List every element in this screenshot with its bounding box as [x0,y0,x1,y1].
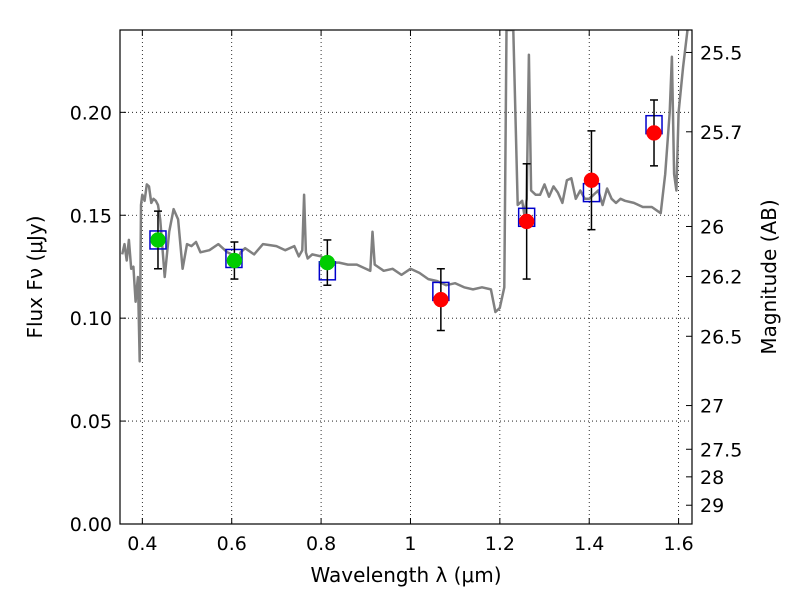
x-tick-label: 1.4 [574,533,604,555]
y-tick-label: 0.15 [70,205,112,227]
observed-point [518,213,535,230]
magnitude-tick-label: 25.5 [700,42,742,64]
observed-point [583,172,600,189]
magnitude-tick-label: 29 [700,495,724,517]
observed-point [150,232,166,248]
ticks-layer: 0.4 0.6 0.8 1 1.2 1.4 1.6 0.00 0.05 0.10 0.15 0.20 2… [70,30,742,555]
y-axis-right-label: Magnitude (AB) [757,199,781,354]
x-tick-label: 1.2 [485,533,515,555]
x-tick-label: 1 [404,533,416,555]
observed-point [433,291,449,308]
spectrum-layer [120,30,689,363]
observed-point [646,125,662,141]
x-tick-label: 0.4 [127,533,157,555]
y-tick-label: 0.00 [70,514,112,536]
magnitude-tick-label: 27 [700,396,724,418]
observed-point [319,254,336,271]
magnitude-tick-label: 26.5 [700,326,742,348]
x-tick-label: 0.8 [306,533,336,555]
magnitude-tick-label: 26.2 [700,267,742,289]
plot-frame [119,29,693,525]
spectrum-line [120,30,689,363]
points-layer [149,99,663,332]
observed-point [226,252,243,269]
x-axis-label: Wavelength λ (μm) [310,563,501,587]
x-tick-label: 1.6 [663,533,693,555]
grid [120,30,692,525]
y-tick-label: 0.05 [70,411,112,433]
y-axis-label: Flux Fν (μJy) [23,215,47,338]
magnitude-tick-label: 28 [700,467,724,489]
magnitude-tick-label: 25.7 [700,122,742,144]
y-tick-label: 0.10 [70,308,112,330]
x-tick-label: 0.6 [217,533,247,555]
y-tick-label: 0.20 [70,102,112,124]
magnitude-tick-label: 26 [700,216,724,238]
magnitude-tick-label: 27.5 [700,439,742,461]
